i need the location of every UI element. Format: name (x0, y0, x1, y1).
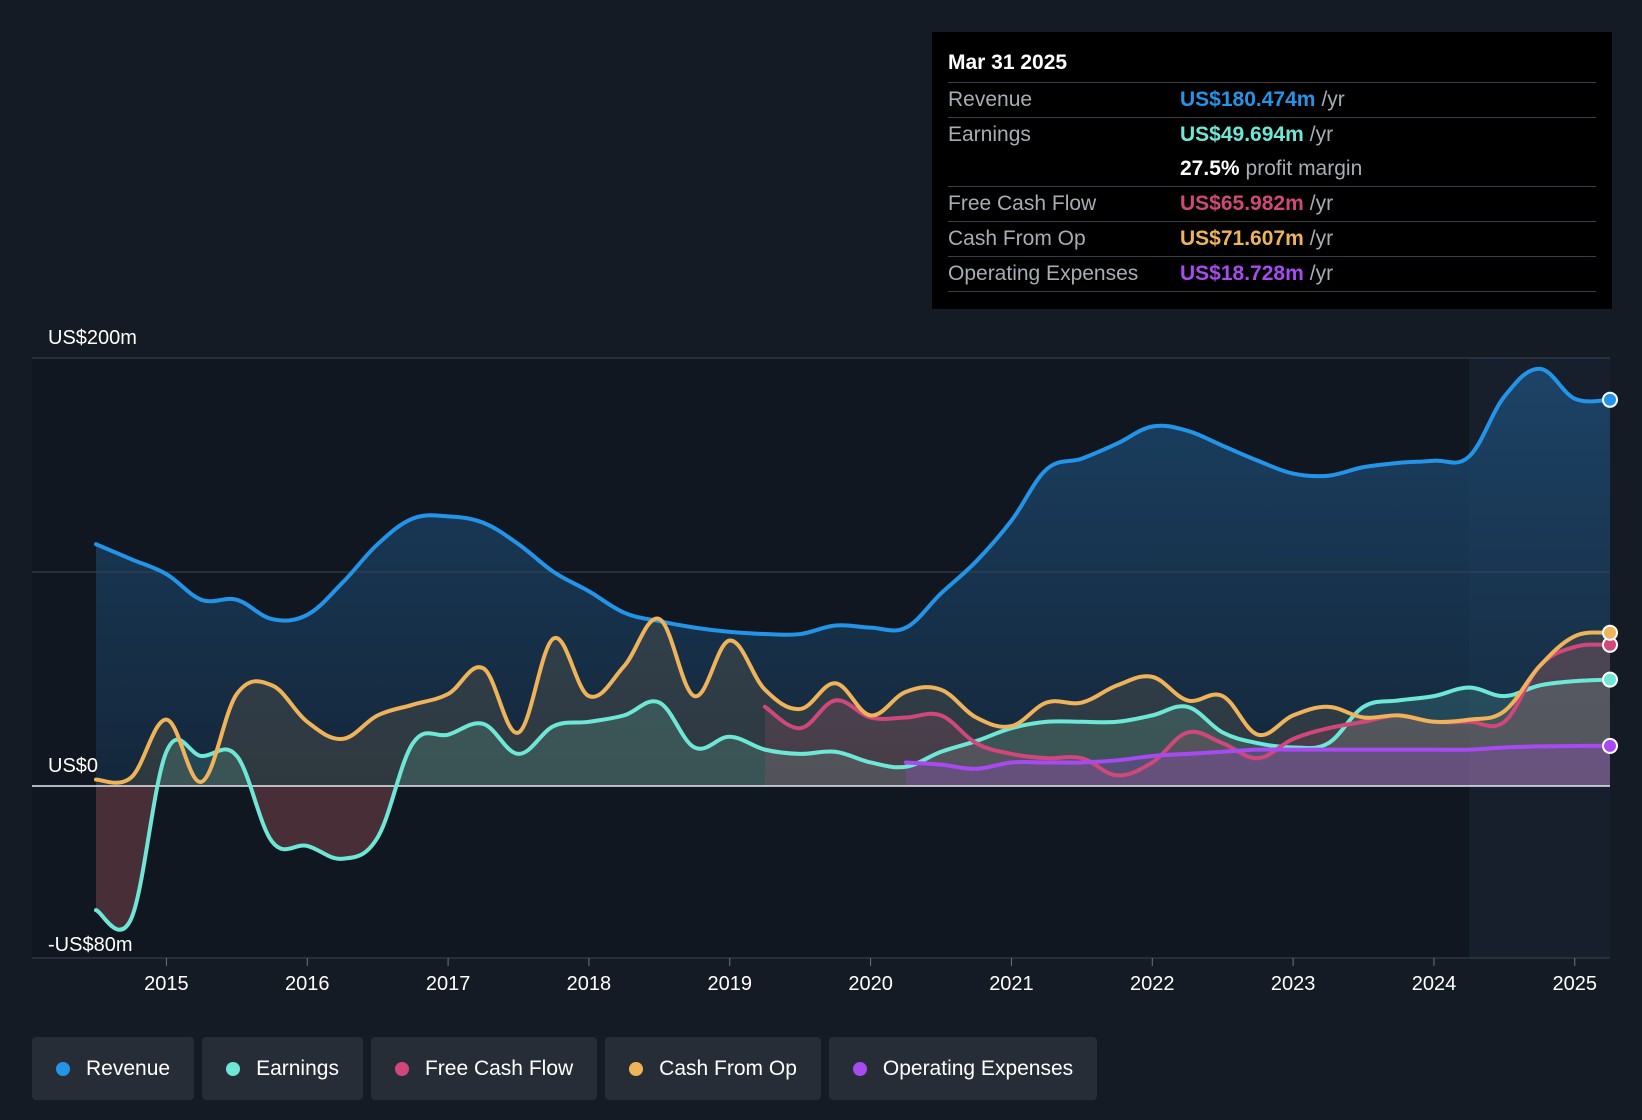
revenue-line (94, 366, 1612, 637)
x-tick-label: 2023 (1271, 973, 1316, 995)
x-tick-label: 2015 (144, 973, 189, 995)
revenue-endpoint[interactable] (1602, 391, 1618, 408)
tooltip-row-label: Revenue (948, 88, 1033, 111)
tooltip-row: Earnings US$49.694m/yr (948, 118, 1596, 152)
tooltip-row-value: US$65.982m (1180, 192, 1304, 215)
legend-dot-icon (226, 1061, 241, 1076)
x-tick-label: 2024 (1412, 973, 1457, 995)
tooltip-row: Cash From Op US$71.607m/yr (948, 222, 1596, 257)
legend-label: Cash From Op (659, 1056, 797, 1080)
x-tick-label: 2020 (848, 973, 893, 995)
legend-item-free-cash-flow[interactable]: Free Cash Flow (370, 1037, 598, 1100)
tooltip-row-label: Cash From Op (948, 227, 1086, 250)
legend-item-cash-from-op[interactable]: Cash From Op (605, 1037, 821, 1100)
free-cash-flow-line (762, 642, 1612, 778)
tooltip-row: Operating Expenses US$18.728m/yr (948, 257, 1596, 292)
x-tick-label: 2021 (989, 973, 1034, 995)
tooltip-row-unit: /yr (1309, 262, 1334, 285)
tooltip-row-unit: /yr (1309, 227, 1334, 250)
legend-label: Earnings (256, 1056, 339, 1080)
legend: Revenue Earnings Free Cash Flow Cash From O… (32, 1037, 1098, 1100)
tooltip-row-unit: /yr (1309, 123, 1334, 146)
y-axis-label: -US$80m (48, 934, 132, 956)
legend-dot-icon (852, 1061, 867, 1076)
legend-label: Operating Expenses (882, 1056, 1074, 1080)
x-tick-label: 2017 (426, 973, 471, 995)
tooltip-row-value: US$71.607m (1180, 227, 1304, 250)
tooltip-row-value: US$180.474m (1180, 88, 1316, 111)
y-axis-label: US$200m (48, 327, 137, 349)
tooltip-row-unit: /yr (1309, 192, 1334, 215)
operating-expenses-area (905, 745, 1610, 786)
legend-dot-icon (56, 1061, 70, 1076)
earnings-line (94, 677, 1612, 932)
tooltip-row-value: 27.5% (1180, 157, 1240, 180)
x-tick-label: 2018 (567, 973, 612, 995)
tooltip-row-value: US$18.728m (1180, 262, 1304, 285)
legend-item-earnings[interactable]: Earnings (202, 1037, 363, 1100)
revenue-area (96, 368, 1610, 786)
legend-item-revenue[interactable]: Revenue (32, 1037, 195, 1100)
tooltip-row: 27.5% profit margin (948, 152, 1596, 187)
cash-from-op-endpoint[interactable] (1602, 624, 1618, 641)
tooltip-row: Free Cash Flow US$65.982m/yr (948, 187, 1596, 222)
tooltip-row-value: US$49.694m (1180, 123, 1304, 146)
operating-expenses-endpoint[interactable] (1602, 737, 1618, 754)
x-tick-label: 2025 (1553, 973, 1598, 995)
tooltip-row-label: Earnings (948, 123, 1031, 146)
tooltip-date: Mar 31 2025 (948, 46, 1596, 83)
earnings-area (96, 679, 1610, 930)
operating-expenses-line (903, 743, 1612, 771)
tooltip-row-unit: profit margin (1245, 157, 1363, 180)
y-axis-label: US$0 (48, 755, 98, 777)
x-tick-label: 2022 (1130, 973, 1175, 995)
tooltip-panel: Mar 31 2025 Revenue US$180.474m/yr Earning… (932, 32, 1612, 309)
tooltip-row-unit: /yr (1321, 88, 1345, 111)
cash-from-op-line (94, 616, 1612, 785)
tooltip-row: Revenue US$180.474m/yr (948, 83, 1596, 118)
x-tick-label: 2016 (285, 973, 330, 995)
tooltip-row-label: Operating Expenses (948, 262, 1139, 285)
x-tick-label: 2019 (708, 973, 753, 995)
legend-dot-icon (629, 1061, 644, 1076)
legend-label: Free Cash Flow (424, 1056, 574, 1080)
legend-label: Revenue (86, 1056, 171, 1080)
legend-dot-icon (394, 1061, 409, 1076)
legend-item-operating-expenses[interactable]: Operating Expenses (828, 1037, 1098, 1100)
tooltip-row-label: Free Cash Flow (948, 192, 1097, 215)
earnings-endpoint[interactable] (1602, 671, 1618, 688)
